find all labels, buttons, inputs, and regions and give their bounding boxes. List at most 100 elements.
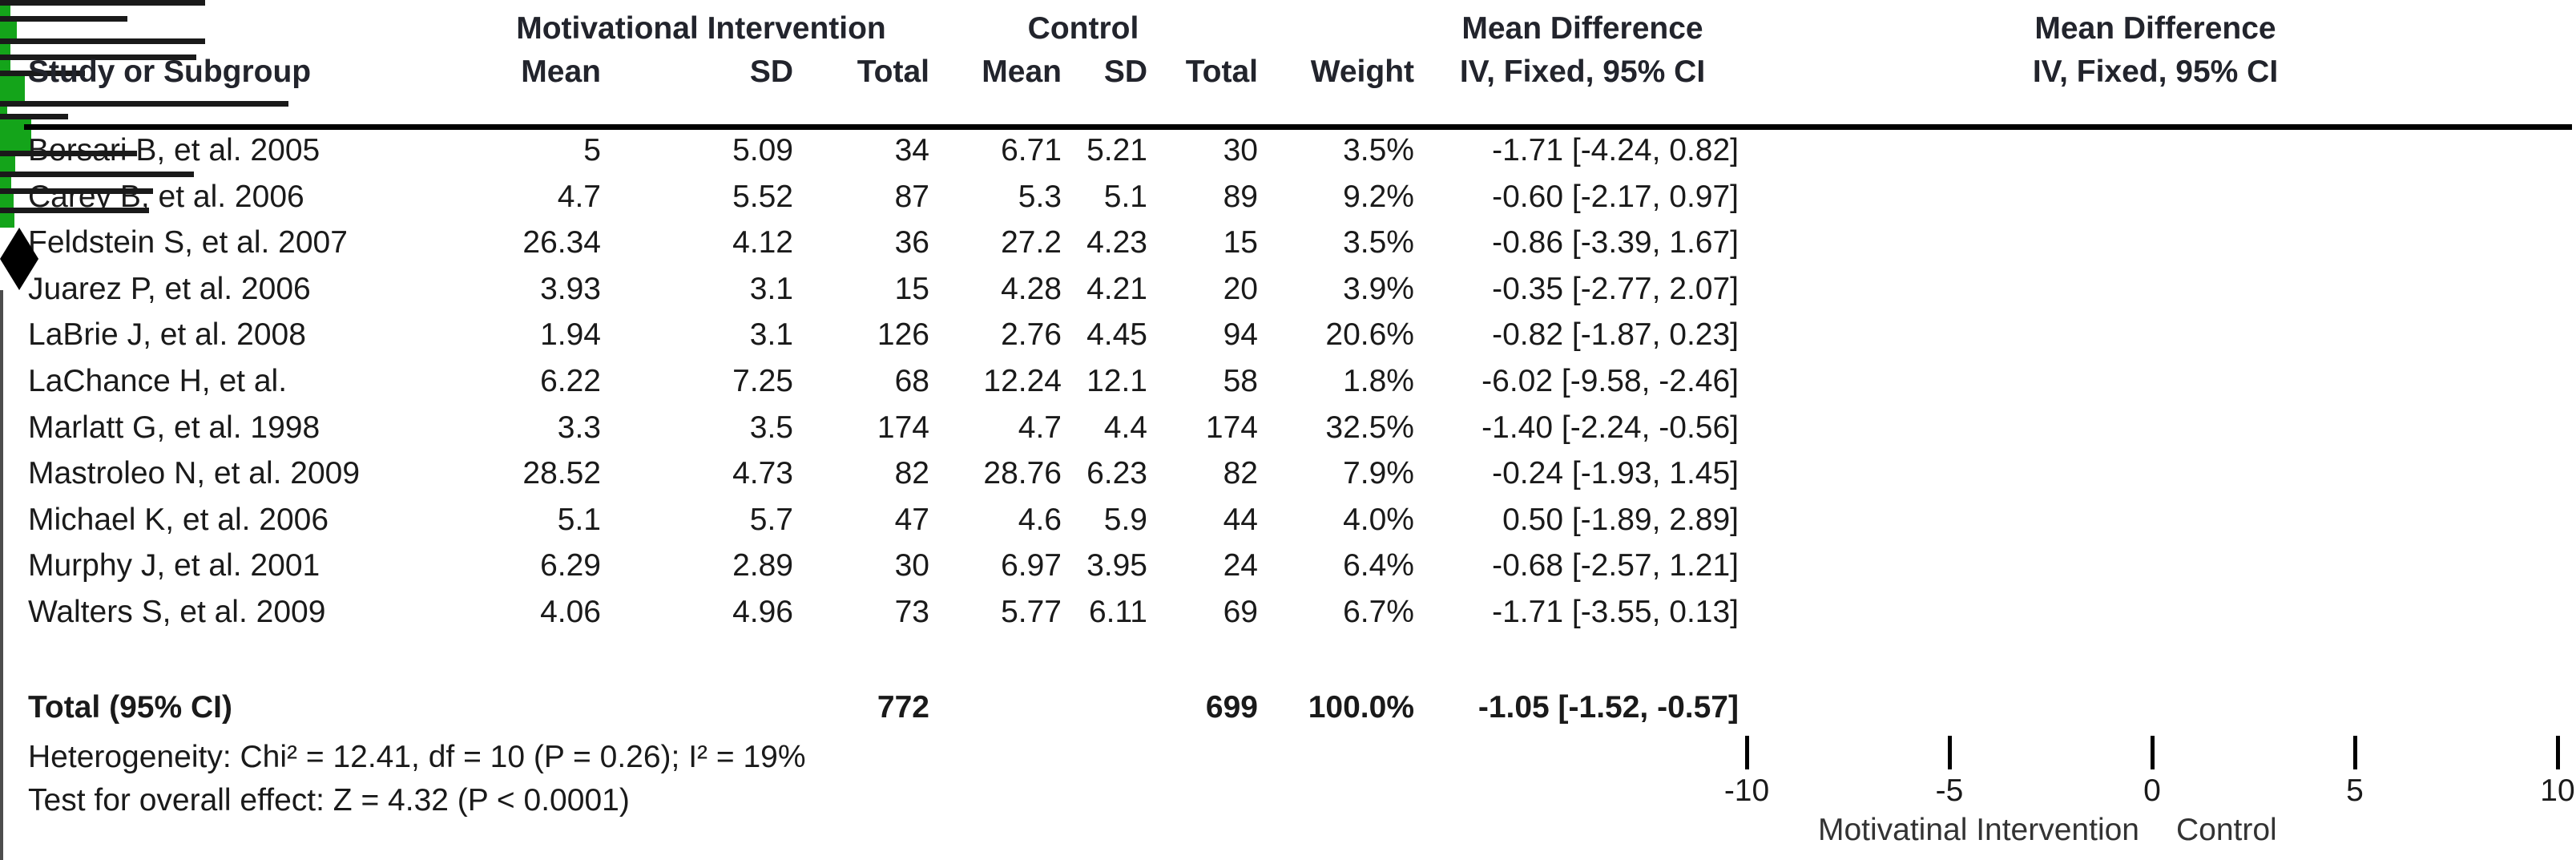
- study-row-0-c_mean: 6.71: [1001, 133, 1062, 168]
- study-row-7-name: Mastroleo N, et al. 2009: [28, 456, 361, 491]
- effect-marker: [0, 76, 25, 101]
- study-row-4-t_sd: 3.1: [749, 317, 793, 353]
- study-row-2-weight: 3.5%: [1343, 225, 1414, 260]
- study-row-8-t_sd: 5.7: [749, 502, 793, 537]
- tick-label-neg10: -10: [1723, 773, 1770, 808]
- study-row-6-c_mean: 4.7: [1018, 410, 1062, 445]
- study-row-10-name: Walters S, et al. 2009: [28, 595, 326, 629]
- axis-tick: [1947, 736, 1952, 769]
- study-row-3-name: Juarez P, et al. 2006: [28, 271, 311, 306]
- study-row-0-c_sd: 5.21: [1086, 133, 1147, 168]
- study-row-4-t_mean: 1.94: [540, 317, 601, 353]
- study-row-9-t_sd: 2.89: [732, 548, 793, 583]
- ci-line: [0, 71, 86, 76]
- study-row-9-ci_text: -0.68 [-2.57, 1.21]: [1492, 548, 1739, 583]
- column-header-c-total: Total: [1185, 55, 1258, 89]
- column-header-t-sd: SD: [749, 55, 793, 89]
- study-row-5-t_total: 68: [894, 364, 929, 398]
- ci-line: [0, 208, 150, 213]
- ci-line: [0, 114, 68, 119]
- study-row-4-ci_text: -0.82 [-1.87, 0.23]: [1492, 317, 1739, 353]
- axis-tick: [2352, 736, 2357, 769]
- study-row-8-t_mean: 5.1: [557, 502, 601, 537]
- total-row-weight: 100.0%: [1308, 690, 1414, 725]
- header-divider: [24, 124, 2572, 130]
- heterogeneity-note: Heterogeneity: Chi² = 12.41, df = 10 (P …: [28, 740, 806, 774]
- study-row-7-t_sd: 4.73: [732, 456, 793, 491]
- study-row-9-t_total: 30: [894, 548, 929, 583]
- study-row-2-ci_text: -0.86 [-3.39, 1.67]: [1492, 225, 1739, 260]
- study-row-1-name: Carey B, et al. 2006: [28, 179, 304, 214]
- effect-marker: [0, 44, 10, 55]
- study-row-9-t_mean: 6.29: [540, 548, 601, 583]
- effect-marker: [0, 107, 7, 114]
- column-header-c-mean: Mean: [982, 55, 1062, 89]
- study-row-7-c_total: 82: [1223, 456, 1258, 491]
- study-row-5-c_total: 58: [1223, 364, 1258, 398]
- study-row-4-t_total: 126: [877, 317, 929, 353]
- study-row-7-t_total: 82: [894, 456, 929, 491]
- study-row-1-t_mean: 4.7: [557, 179, 601, 214]
- study-row-6-name: Marlatt G, et al. 1998: [28, 410, 320, 445]
- plot-header-mean-difference: Mean Difference: [2034, 11, 2276, 46]
- study-row-0-t_sd: 5.09: [732, 133, 793, 168]
- ci-line: [0, 0, 206, 6]
- tick-label-5: 5: [2346, 773, 2364, 808]
- tick-label-10: 10: [2540, 773, 2575, 808]
- axis-tick: [2150, 736, 2155, 769]
- study-row-5-c_mean: 12.24: [983, 364, 1062, 398]
- study-row-2-t_total: 36: [894, 225, 929, 260]
- study-row-9-c_total: 24: [1223, 548, 1258, 583]
- study-row-0-weight: 3.5%: [1343, 133, 1414, 168]
- ci-line: [0, 188, 154, 194]
- study-row-6-c_sd: 4.4: [1103, 410, 1147, 445]
- study-row-8-ci_text: 0.50 [-1.89, 2.89]: [1502, 502, 1739, 537]
- overall-effect-note: Test for overall effect: Z = 4.32 (P < 0…: [28, 783, 630, 818]
- study-row-8-t_total: 47: [894, 502, 929, 537]
- total-row-t_total: 772: [877, 690, 929, 725]
- study-row-1-c_sd: 5.1: [1103, 179, 1147, 214]
- study-row-1-c_total: 89: [1223, 179, 1258, 214]
- study-row-4-name: LaBrie J, et al. 2008: [28, 317, 306, 353]
- study-row-1-ci_text: -0.60 [-2.17, 0.97]: [1492, 179, 1739, 214]
- study-row-1-c_mean: 5.3: [1018, 179, 1062, 214]
- axis-label-control: Control: [2176, 813, 2277, 847]
- tick-label-neg5: -5: [1935, 773, 1964, 808]
- study-row-0-name: Borsari B, et al. 2005: [28, 133, 320, 168]
- effect-marker: [0, 22, 17, 38]
- study-row-4-weight: 20.6%: [1325, 317, 1414, 353]
- study-row-0-ci_text: -1.71 [-4.24, 0.82]: [1492, 133, 1739, 168]
- study-row-2-t_mean: 26.34: [522, 225, 601, 260]
- study-row-10-t_total: 73: [894, 595, 929, 629]
- study-row-3-weight: 3.9%: [1343, 271, 1414, 306]
- effect-marker: [0, 156, 15, 172]
- total-row-name: Total (95% CI): [28, 690, 232, 725]
- study-row-9-name: Murphy J, et al. 2001: [28, 548, 320, 583]
- study-row-10-c_sd: 6.11: [1088, 595, 1147, 629]
- study-row-6-t_total: 174: [877, 410, 929, 445]
- study-row-5-t_mean: 6.22: [540, 364, 601, 398]
- study-row-10-t_mean: 4.06: [540, 595, 601, 629]
- tick-label-0: 0: [2143, 773, 2161, 808]
- study-row-3-t_sd: 3.1: [749, 271, 793, 306]
- study-row-0-t_total: 34: [894, 133, 929, 168]
- column-header-weight: Weight: [1310, 55, 1414, 89]
- effect-marker: [0, 60, 10, 71]
- study-row-1-weight: 9.2%: [1343, 179, 1414, 214]
- effect-marker: [0, 6, 10, 16]
- study-row-3-t_mean: 3.93: [540, 271, 601, 306]
- column-header-t-total: Total: [857, 55, 929, 89]
- study-row-6-ci_text: -1.40 [-2.24, -0.56]: [1482, 410, 1739, 445]
- study-row-0-t_mean: 5: [583, 133, 601, 168]
- ci-line: [0, 55, 196, 60]
- study-row-8-c_sd: 5.9: [1103, 502, 1147, 537]
- study-row-3-c_mean: 4.28: [1001, 271, 1062, 306]
- effect-marker: [0, 177, 11, 188]
- ci-line: [0, 38, 206, 44]
- axis-label-intervention: Motivatinal Intervention: [1817, 813, 2139, 847]
- study-row-3-ci_text: -0.35 [-2.77, 2.07]: [1492, 271, 1739, 306]
- study-row-2-t_sd: 4.12: [732, 225, 793, 260]
- column-header-study: Study or Subgroup: [28, 55, 312, 89]
